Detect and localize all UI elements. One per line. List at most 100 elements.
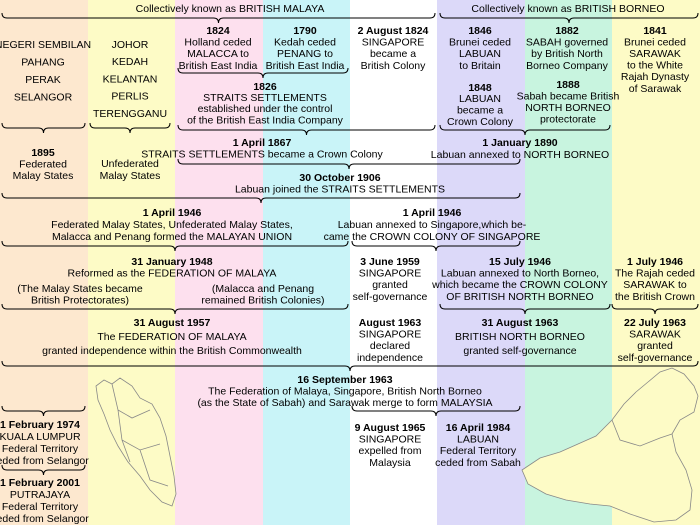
- bracket: [351, 405, 521, 417]
- label-line: Brunei ceded: [624, 36, 686, 48]
- label-line: remained British Colonies): [201, 294, 324, 306]
- label-line: 1826: [253, 81, 277, 93]
- label-line: Borneo Company: [526, 60, 608, 72]
- label-line: OF BRITISH NORTH BORNEO: [446, 291, 593, 303]
- label-line: granted: [637, 340, 673, 352]
- label-line: LABUAN: [459, 93, 501, 105]
- label-line: SARAWAK: [629, 328, 681, 340]
- label-line: PAHANG: [21, 56, 65, 68]
- label-line: STRAITS SETTLEMENTS: [203, 92, 327, 104]
- label-line: KUALA LUMPUR: [0, 431, 81, 443]
- label-line: PERAK: [25, 74, 61, 86]
- label-line: Rajah Dynasty: [621, 71, 690, 83]
- label-line: SELANGOR: [14, 91, 73, 103]
- label-line: ceded from Selangor: [0, 513, 89, 525]
- label-line: BRITISH NORTH BORNEO: [455, 331, 585, 343]
- label-line: The Rajah ceded: [615, 267, 695, 279]
- label-line: SINGAPORE: [359, 267, 421, 279]
- label-line: British East India: [266, 60, 345, 72]
- bracket: [611, 303, 699, 315]
- labels: Collectively known as BRITISH MALAYA Coll…: [0, 3, 695, 525]
- label-line: SARAWAK to: [623, 279, 687, 291]
- bracket: [351, 240, 521, 252]
- label-line: Crown Colony: [447, 116, 514, 128]
- label-line: independence: [357, 352, 423, 364]
- label-line: 22 July 1963: [624, 317, 686, 329]
- label-line: 1 April 1946: [403, 207, 462, 219]
- label-line: (Malacca and Penang: [212, 283, 314, 295]
- label-line: MALACCA to: [187, 48, 249, 60]
- label-line: The Federation of Malaya, Singapore, Bri…: [208, 385, 482, 397]
- label-line: Labuan annexed to Singapore,which be-: [338, 219, 527, 231]
- label-line: Federal Territory: [2, 443, 79, 455]
- label-line: 30 October 1906: [299, 172, 380, 184]
- label-line: by British North: [531, 48, 603, 60]
- peninsular-malaysia-map: [95, 377, 177, 507]
- bracket: [177, 158, 521, 170]
- label-line: 1 April 1867: [233, 137, 292, 149]
- label-line: became a: [370, 48, 416, 60]
- label-line: 1824: [206, 25, 230, 37]
- state-border: [611, 419, 673, 447]
- column-bg: [350, 0, 437, 525]
- label-line: August 1963: [359, 317, 422, 329]
- column-bg: [437, 0, 525, 525]
- label-line: KELANTAN: [103, 73, 158, 85]
- label-line: ceded from Sabah: [435, 457, 521, 469]
- column-bg: [0, 0, 88, 525]
- label-line: 1846: [468, 25, 492, 37]
- label-line: expelled from: [358, 445, 421, 457]
- label-line: 16 September 1963: [297, 374, 392, 386]
- label-line: Sabah became British: [517, 90, 620, 102]
- label-line: Unfederated: [101, 158, 159, 170]
- label-line: STRAITS SETTLEMENTS became a Crown Colon…: [141, 148, 383, 160]
- label-line: TERENGGANU: [93, 108, 167, 120]
- label-line: (The Malay States became: [17, 283, 143, 295]
- label-line: 3 June 1959: [360, 256, 420, 268]
- label-line: Malacca and Penang formed the MALAYAN UN…: [52, 231, 292, 243]
- label-line: Collectively known as BRITISH MALAYA: [136, 3, 325, 15]
- label-line: British Protectorates): [31, 294, 129, 306]
- label-line: Brunei ceded: [449, 36, 511, 48]
- label-line: Federated: [19, 158, 67, 170]
- bracket: [1, 303, 349, 315]
- label-line: became a: [457, 105, 503, 117]
- label-line: British Colony: [361, 60, 427, 72]
- label-line: KEDAH: [112, 56, 148, 68]
- label-line: PERLIS: [111, 91, 148, 103]
- label-line: Kedah ceded: [274, 36, 336, 48]
- label-line: SARAWAK: [629, 48, 681, 60]
- label-line: self-governance: [618, 352, 693, 364]
- label-line: 1882: [555, 25, 579, 37]
- label-line: SINGAPORE: [359, 328, 421, 340]
- label-line: came the CROWN COLONY OF SINGAPORE: [324, 231, 541, 243]
- label-line: Malaysia: [369, 457, 411, 469]
- label-line: Malay States: [13, 170, 74, 182]
- column-bg: [175, 0, 263, 525]
- label-line: granted self-governance: [463, 345, 576, 357]
- label-line: protectorate: [540, 114, 596, 126]
- bracket: [439, 303, 611, 315]
- label-line: Federal Territory: [440, 445, 517, 457]
- label-line: established under the control: [198, 103, 333, 115]
- label-line: 1 January 1890: [482, 137, 557, 149]
- label-line: Labuan annexed to NORTH BORNEO: [431, 149, 609, 161]
- label-line: 2 August 1824: [358, 25, 429, 37]
- bracket: [1, 12, 436, 24]
- bracket: [177, 67, 349, 79]
- label-line: 31 August 1963: [482, 317, 559, 329]
- label-line: declared: [370, 340, 410, 352]
- label-line: which became the CROWN COLONY: [431, 279, 608, 291]
- label-line: 1 April 1946: [143, 207, 202, 219]
- label-line: Collectively known as BRITISH BORNEO: [471, 3, 664, 15]
- label-line: granted: [372, 279, 408, 291]
- label-line: the British Crown: [615, 291, 695, 303]
- label-line: 1841: [643, 25, 667, 37]
- label-line: granted independence within the British …: [42, 345, 302, 357]
- label-line: Labuan annexed to North Borneo,: [441, 267, 599, 279]
- label-line: NORTH BORNEO: [525, 102, 611, 114]
- label-line: SINGAPORE: [362, 36, 424, 48]
- label-line: of Sarawak: [629, 83, 682, 95]
- brackets: [1, 12, 699, 476]
- bracket: [439, 12, 699, 24]
